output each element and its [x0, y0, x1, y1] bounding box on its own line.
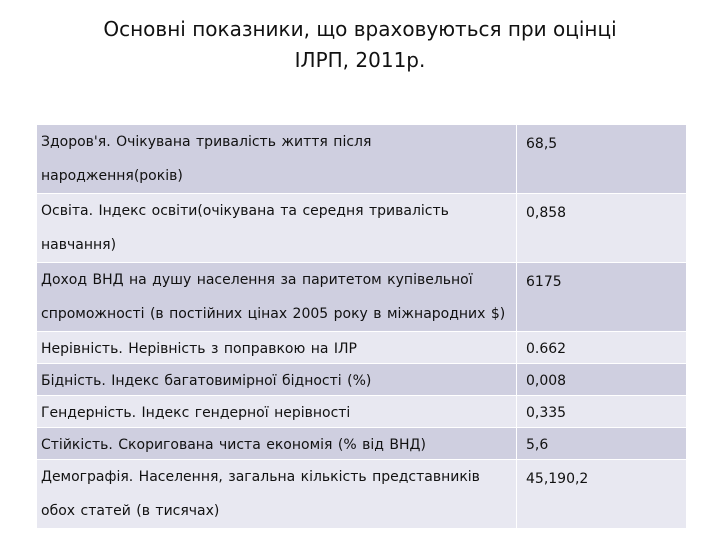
indicator-label: Бідність. Індекс багатовимірної бідності… — [41, 373, 372, 389]
table-row-demography: Демографія. Населення, загальна кількіст… — [36, 459, 687, 529]
indicator-label-cell: Гендерність. Індекс гендерної нерівності — [36, 395, 517, 428]
indicator-value-cell: 0.662 — [516, 331, 687, 364]
indicator-label: Здоров'я. Очікувана тривалість життя піс… — [41, 134, 372, 184]
indicator-value: 6175 — [526, 274, 562, 290]
indicator-label: Гендерність. Індекс гендерної нерівності — [41, 405, 351, 421]
slide-title-line-2: ІЛРП, 2011р. — [294, 48, 426, 72]
indicator-value: 0,008 — [526, 373, 567, 389]
indicator-label-cell: Доход ВНД на душу населення за паритетом… — [36, 262, 517, 332]
indicator-label-cell: Нерівність. Нерівність з поправкою на ІЛ… — [36, 331, 517, 364]
slide-title: Основні показники, що враховуються при о… — [0, 14, 720, 76]
indicator-label-cell: Стійкість. Скоригована чиста економія (%… — [36, 427, 517, 460]
table-row-sustainability: Стійкість. Скоригована чиста економія (%… — [36, 427, 687, 460]
table-row-poverty: Бідність. Індекс багатовимірної бідності… — [36, 363, 687, 396]
table-row-inequality: Нерівність. Нерівність з поправкою на ІЛ… — [36, 331, 687, 364]
table-row-gender: Гендерність. Індекс гендерної нерівності… — [36, 395, 687, 428]
indicator-value-cell: 45,190,2 — [516, 459, 687, 529]
indicator-label-cell: Бідність. Індекс багатовимірної бідності… — [36, 363, 517, 396]
indicator-label-cell: Здоров'я. Очікувана тривалість життя піс… — [36, 124, 517, 194]
table-row-education: Освіта. Індекс освіти(очікувана та серед… — [36, 193, 687, 263]
indicator-value-cell: 68,5 — [516, 124, 687, 194]
indicator-label: Стійкість. Скоригована чиста економія (%… — [41, 437, 426, 453]
indicator-value-cell: 5,6 — [516, 427, 687, 460]
indicator-label: Освіта. Індекс освіти(очікувана та серед… — [41, 203, 449, 253]
indicators-table: Здоров'я. Очікувана тривалість життя піс… — [36, 124, 687, 529]
indicator-value: 0,335 — [526, 405, 567, 421]
indicator-label-cell: Освіта. Індекс освіти(очікувана та серед… — [36, 193, 517, 263]
indicator-value-cell: 0,008 — [516, 363, 687, 396]
indicator-value: 0.662 — [526, 341, 567, 357]
indicator-label-cell: Демографія. Населення, загальна кількіст… — [36, 459, 517, 529]
indicator-label: Нерівність. Нерівність з поправкою на ІЛ… — [41, 341, 358, 357]
table-row-health: Здоров'я. Очікувана тривалість життя піс… — [36, 124, 687, 194]
indicator-value: 0,858 — [526, 205, 567, 221]
table-row-income: Доход ВНД на душу населення за паритетом… — [36, 262, 687, 332]
slide-title-line-1: Основні показники, що враховуються при о… — [103, 17, 617, 41]
indicator-value-cell: 0,858 — [516, 193, 687, 263]
indicator-value: 68,5 — [526, 136, 558, 152]
indicator-label: Демографія. Населення, загальна кількіст… — [41, 469, 480, 519]
indicator-value-cell: 0,335 — [516, 395, 687, 428]
indicator-value: 45,190,2 — [526, 471, 589, 487]
indicator-value-cell: 6175 — [516, 262, 687, 332]
indicator-label: Доход ВНД на душу населення за паритетом… — [41, 272, 506, 322]
indicator-value: 5,6 — [526, 437, 549, 453]
